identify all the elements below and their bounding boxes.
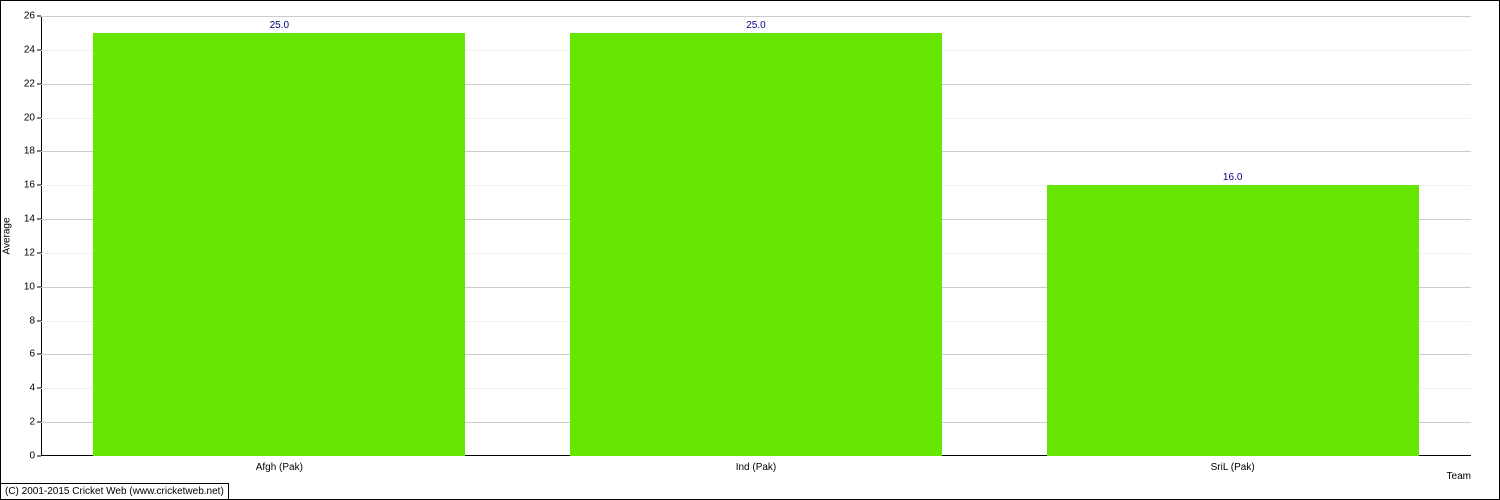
y-tick-label: 0	[29, 451, 41, 462]
y-tick-label: 22	[24, 78, 41, 89]
bar-value-label: 25.0	[746, 20, 765, 31]
bar: 25.0	[570, 33, 942, 456]
y-tick-label: 24	[24, 44, 41, 55]
y-tick-label: 10	[24, 281, 41, 292]
y-tick-label: 16	[24, 180, 41, 191]
x-category-label: SriL (Pak)	[1211, 462, 1255, 473]
y-tick-label: 6	[29, 349, 41, 360]
y-axis-title: Average	[2, 217, 13, 254]
x-category-label: Afgh (Pak)	[256, 462, 303, 473]
y-tick-label: 20	[24, 112, 41, 123]
y-tick-label: 2	[29, 417, 41, 428]
x-axis-title: Team	[1447, 471, 1471, 482]
bar: 25.0	[93, 33, 465, 456]
bar-value-label: 25.0	[270, 20, 289, 31]
copyright-footer: (C) 2001-2015 Cricket Web (www.cricketwe…	[1, 483, 229, 499]
y-tick-label: 12	[24, 247, 41, 258]
y-tick-label: 14	[24, 214, 41, 225]
x-category-label: Ind (Pak)	[736, 462, 777, 473]
y-tick-label: 26	[24, 11, 41, 22]
bar-track: 25.0Ind (Pak)	[570, 16, 942, 456]
bar-track: 16.0SriL (Pak)	[1047, 16, 1419, 456]
y-tick-label: 4	[29, 383, 41, 394]
bar-track: 25.0Afgh (Pak)	[93, 16, 465, 456]
plot-area: Average Team 0246810121416182022242625.0…	[41, 16, 1471, 456]
bar-value-label: 16.0	[1223, 172, 1242, 183]
y-tick-label: 8	[29, 315, 41, 326]
y-tick-label: 18	[24, 146, 41, 157]
chart-container: Average Team 0246810121416182022242625.0…	[0, 0, 1500, 500]
y-axis	[41, 16, 42, 456]
bar: 16.0	[1047, 185, 1419, 456]
